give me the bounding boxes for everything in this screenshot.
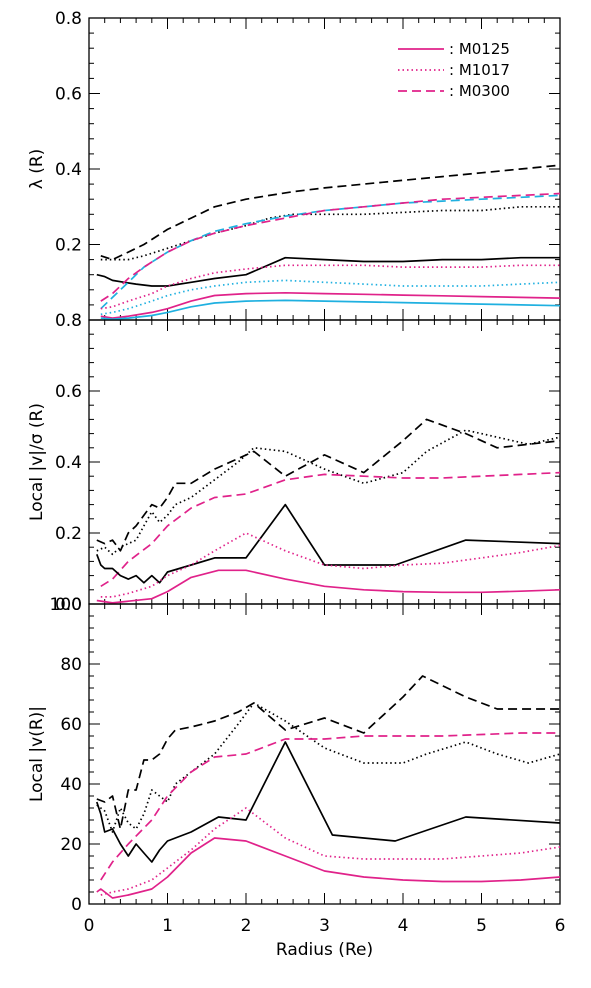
series-line-m0300-dashed xyxy=(96,675,560,830)
y-tick-label: 0.6 xyxy=(55,382,82,402)
series-line-m1017-dotted xyxy=(96,702,561,833)
x-tick-label: 1 xyxy=(162,916,173,936)
series-line-m0125-solid xyxy=(100,299,561,321)
x-tick-label: 6 xyxy=(555,916,566,936)
y-axis-title: λ (R) xyxy=(27,149,47,190)
series-line-m0300-dashed xyxy=(100,192,561,302)
series-line-m0300-dashed xyxy=(100,194,561,310)
y-tick-label: 0 xyxy=(71,895,82,915)
x-tick-label: 5 xyxy=(476,916,487,936)
x-tick-label: 2 xyxy=(241,916,252,936)
x-tick-label: 0 xyxy=(84,916,95,936)
series-line-m0125-solid xyxy=(96,837,561,899)
series-line-m1017-dotted xyxy=(100,264,560,310)
y-tick-label: 0.4 xyxy=(55,453,82,473)
legend-label: : M0125 xyxy=(449,40,510,58)
panel-3: 0 20 40 60 80 100 Local |v(R)| xyxy=(27,595,561,915)
series-line-m0125-solid xyxy=(96,503,561,584)
y-tick-label: 40 xyxy=(60,775,82,795)
panel-1: 0.2 0.4 0.6 0.8 λ (R) xyxy=(27,9,561,321)
series-line-m0300-dashed xyxy=(96,418,561,552)
y-axis-title: Local |v(R)| xyxy=(27,706,47,802)
panel-2: 0.0 0.2 0.4 0.6 0.8 Local |v|/σ (R) xyxy=(27,311,561,615)
legend-label: : M1017 xyxy=(449,61,510,79)
series-line-m0125-solid xyxy=(96,256,560,287)
y-tick-label: 0.2 xyxy=(55,236,82,256)
series-line-m1017-dotted xyxy=(100,807,561,896)
y-axis-title: Local |v|/σ (R) xyxy=(27,403,47,521)
series-line-m1017-dotted xyxy=(100,532,561,598)
series-line-m0300-dashed xyxy=(100,732,560,881)
y-tick-label: 0.8 xyxy=(55,311,82,331)
legend-label: : M0300 xyxy=(449,82,510,100)
y-tick-label: 0.0 xyxy=(55,595,82,615)
x-tick-label: 4 xyxy=(398,916,409,936)
y-tick-label: 20 xyxy=(60,835,82,855)
y-tick-label: 80 xyxy=(60,655,82,675)
series-line-m0125-solid xyxy=(100,291,561,319)
y-tick-label: 0.6 xyxy=(55,85,82,105)
series-line-m1017-dotted xyxy=(100,279,561,316)
y-tick-label: 0.4 xyxy=(55,160,82,180)
y-tick-label: 60 xyxy=(60,715,82,735)
series-line-m0125-solid xyxy=(96,569,561,604)
legend: : M0125 : M1017 : M0300 xyxy=(398,40,510,100)
series-line-m1017-dotted xyxy=(100,205,560,261)
series-line-m1017-dotted xyxy=(96,429,561,556)
panel-frame xyxy=(88,319,561,605)
y-tick-label: 100 xyxy=(50,595,82,615)
y-tick-label: 0.2 xyxy=(55,524,82,544)
series-line-m0300-dashed xyxy=(100,471,561,588)
y-tick-label: 0.8 xyxy=(55,9,82,29)
series-line-m0125-solid xyxy=(95,741,561,863)
x-axis-title: Radius (Re) xyxy=(276,940,373,960)
x-tick-label: 3 xyxy=(319,916,330,936)
series-line-m0300-dashed xyxy=(100,164,561,261)
